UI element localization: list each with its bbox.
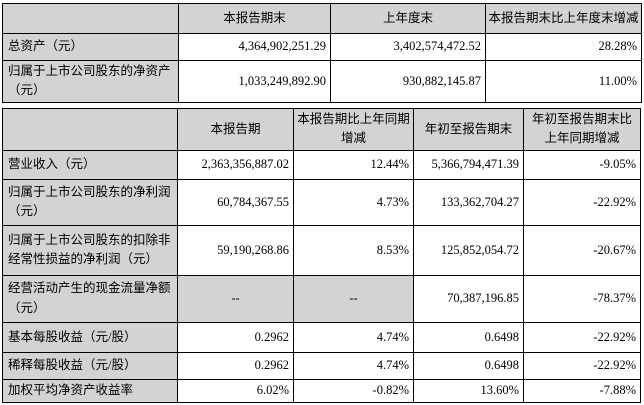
cell-value: 4.74% [293, 321, 414, 353]
cell-value: 3,402,574,472.52 [330, 33, 486, 61]
cell-value: 2,363,356,887.02 [177, 149, 294, 180]
cell-value: -9.05% [523, 149, 641, 180]
row-label-diluted-eps: 稀释每股收益（元/股） [2, 351, 178, 380]
cell-value: 133,362,704.27 [413, 178, 524, 226]
table-row: 归属于上市公司股东的扣除非经常性损益的净利润（元） 59,190,268.86 … [2, 224, 641, 276]
cell-value: 13.60% [413, 378, 524, 403]
cell-value: 930,882,145.87 [330, 60, 486, 103]
table-header-row: 本报告期末 上年度末 本报告期末比上年度末增减 [2, 3, 642, 34]
row-label-operating-revenue: 营业收入（元） [2, 149, 178, 180]
cell-value: -22.92% [523, 351, 641, 380]
t2-corner-cell [2, 107, 178, 151]
cell-value: 4,364,902,251.29 [178, 33, 331, 61]
table-row: 经营活动产生的现金流量净额（元） -- -- 70,387,196.85 -78… [2, 274, 641, 323]
cell-value: 8.53% [293, 224, 414, 276]
cell-value: 4.74% [293, 351, 414, 380]
table-row: 稀释每股收益（元/股） 0.2962 4.74% 0.6498 -22.92% [2, 351, 641, 380]
cell-value: 4.73% [293, 178, 414, 226]
table-row: 归属于上市公司股东的净利润（元） 60,784,367.55 4.73% 133… [2, 178, 641, 226]
t1-header-change: 本报告期末比上年度末增减 [485, 3, 642, 34]
cell-value: -20.67% [523, 224, 641, 276]
row-label-total-assets: 总资产（元） [2, 33, 179, 61]
cell-value: 11.00% [485, 60, 642, 103]
cell-value: -22.92% [523, 178, 641, 226]
cell-value: 0.2962 [177, 351, 294, 380]
cell-value: 6.02% [177, 378, 294, 403]
table-row: 总资产（元） 4,364,902,251.29 3,402,574,472.52… [2, 33, 642, 61]
cell-value: -7.88% [523, 378, 641, 403]
cell-value: 0.6498 [413, 351, 524, 380]
cell-value: 12.44% [293, 149, 414, 180]
row-label-net-profit: 归属于上市公司股东的净利润（元） [2, 178, 178, 226]
cell-value: 1,033,249,892.90 [178, 60, 331, 103]
cell-value-dash: -- [293, 274, 414, 323]
t2-header-period-change: 本报告期比上年同期增减 [293, 107, 414, 151]
cell-value: 28.28% [485, 33, 642, 61]
table-row: 基本每股收益（元/股） 0.2962 4.74% 0.6498 -22.92% [2, 321, 641, 353]
reporting-period-table: 本报告期 本报告期比上年同期增减 年初至报告期末 年初至报告期末比上年同期增减 … [2, 107, 641, 403]
cell-value: -78.37% [523, 274, 641, 323]
t1-corner-cell [2, 3, 179, 34]
t1-header-prior-year-end: 上年度末 [330, 3, 486, 34]
table-row: 加权平均净资产收益率 6.02% -0.82% 13.60% -7.88% [2, 378, 641, 403]
cell-value: 0.2962 [177, 321, 294, 353]
cell-value: 60,784,367.55 [177, 178, 294, 226]
table-row: 营业收入（元） 2,363,356,887.02 12.44% 5,366,79… [2, 149, 641, 180]
row-label-operating-cash-flow: 经营活动产生的现金流量净额（元） [2, 274, 178, 323]
period-end-table: 本报告期末 上年度末 本报告期末比上年度末增减 总资产（元） 4,364,902… [2, 3, 642, 103]
cell-value: 5,366,794,471.39 [413, 149, 524, 180]
t2-header-current-period: 本报告期 [177, 107, 294, 151]
row-label-weighted-avg-roe: 加权平均净资产收益率 [2, 378, 178, 403]
table-header-row: 本报告期 本报告期比上年同期增减 年初至报告期末 年初至报告期末比上年同期增减 [2, 107, 641, 151]
t1-header-current-period-end: 本报告期末 [178, 3, 331, 34]
row-label-net-assets: 归属于上市公司股东的净资产（元） [2, 60, 179, 103]
cell-value: 125,852,054.72 [413, 224, 524, 276]
cell-value: -22.92% [523, 321, 641, 353]
row-label-net-profit-excl-nonrecurring: 归属于上市公司股东的扣除非经常性损益的净利润（元） [2, 224, 178, 276]
cell-value-dash: -- [177, 274, 294, 323]
table-row: 归属于上市公司股东的净资产（元） 1,033,249,892.90 930,88… [2, 60, 642, 103]
cell-value: 70,387,196.85 [413, 274, 524, 323]
cell-value: 0.6498 [413, 321, 524, 353]
row-label-basic-eps: 基本每股收益（元/股） [2, 321, 178, 353]
cell-value: -0.82% [293, 378, 414, 403]
cell-value: 59,190,268.86 [177, 224, 294, 276]
t2-header-ytd-change: 年初至报告期末比上年同期增减 [523, 107, 641, 151]
t2-header-year-to-date: 年初至报告期末 [413, 107, 524, 151]
